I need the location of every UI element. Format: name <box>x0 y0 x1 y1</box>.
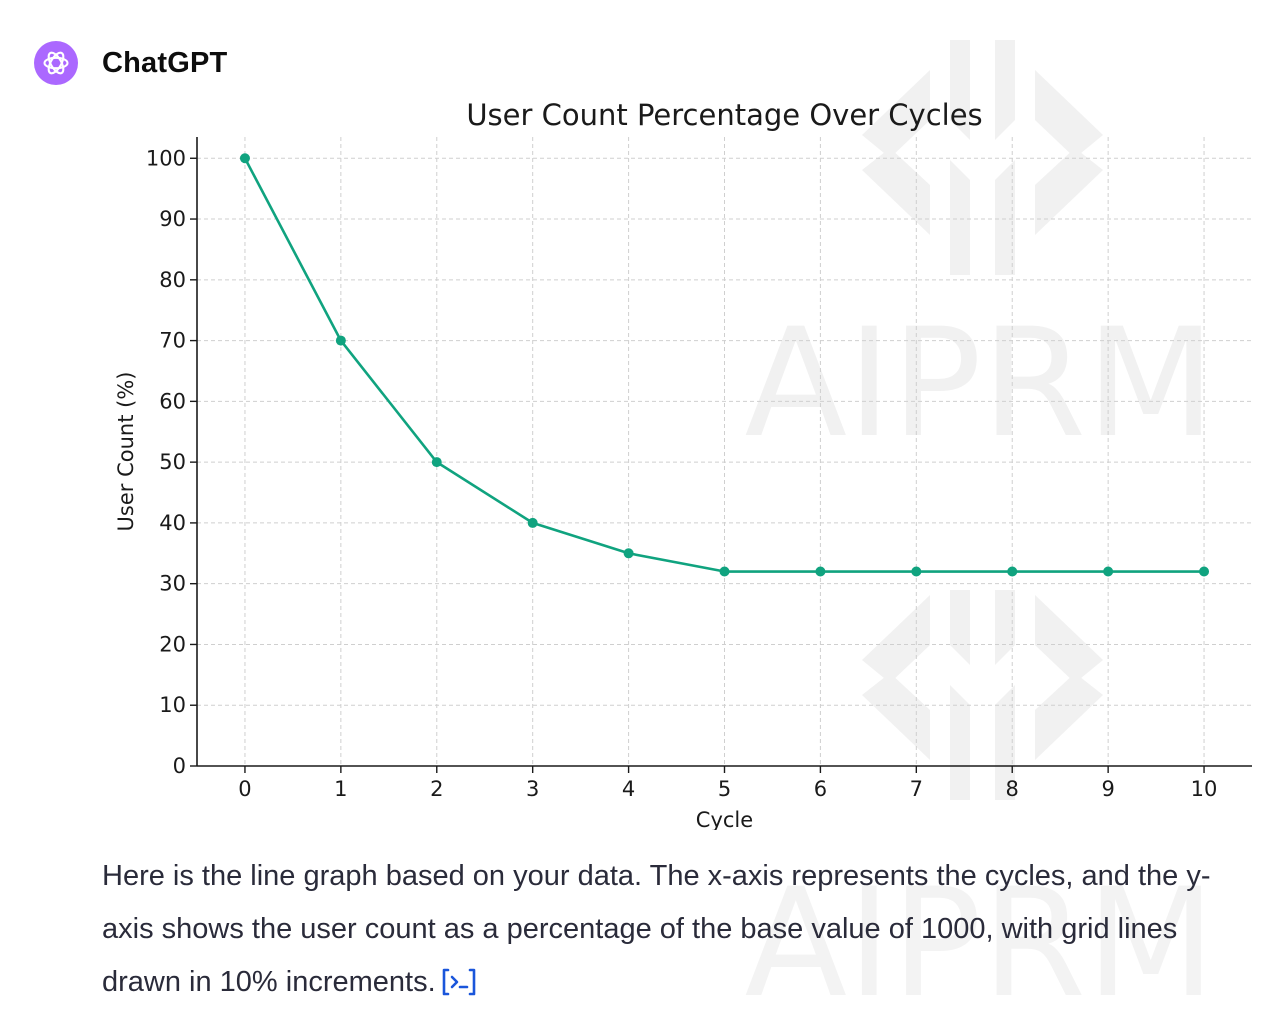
avatar <box>34 41 78 85</box>
sender-name: ChatGPT <box>102 46 228 79</box>
x-tick-label: 10 <box>1191 777 1218 801</box>
y-tick-label: 70 <box>159 329 186 353</box>
chart-title: User Count Percentage Over Cycles <box>466 98 982 132</box>
data-point <box>623 548 634 559</box>
chart-svg: User Count Percentage Over Cycles 0 1 2 3 4 5… <box>114 98 1252 830</box>
line-chart: User Count Percentage Over Cycles 0 1 2 3 4 5… <box>0 90 1280 830</box>
chart-grid <box>197 137 1252 767</box>
y-tick-label: 10 <box>159 693 186 717</box>
data-point <box>527 517 538 528</box>
x-tick-label: 0 <box>238 777 251 801</box>
data-point <box>335 335 346 346</box>
data-point <box>239 153 250 164</box>
message-text: Here is the line graph based on your dat… <box>102 860 1211 998</box>
y-tick-label: 90 <box>159 207 186 231</box>
x-tick-label: 3 <box>526 777 539 801</box>
x-tick-label: 1 <box>334 777 347 801</box>
code-interpreter-icon <box>442 968 475 996</box>
y-tick-label: 20 <box>159 632 186 656</box>
data-point <box>1007 566 1018 577</box>
chart-series <box>239 153 1210 577</box>
data-point <box>815 566 826 577</box>
x-tick-label: 2 <box>430 777 443 801</box>
openai-logo-icon <box>43 51 69 75</box>
x-tick-label: 9 <box>1101 777 1114 801</box>
data-point <box>1103 566 1114 577</box>
y-tick-label: 50 <box>159 450 186 474</box>
y-axis-label: User Count (%) <box>114 372 138 532</box>
assistant-message: Here is the line graph based on your dat… <box>102 850 1252 1009</box>
x-tick-label: 8 <box>1006 777 1019 801</box>
data-point <box>1199 566 1210 577</box>
data-point <box>719 566 730 577</box>
x-tick-label: 4 <box>622 777 635 801</box>
y-tick-label: 100 <box>146 146 186 170</box>
x-tick-label: 5 <box>718 777 731 801</box>
x-tick-label: 6 <box>814 777 827 801</box>
y-tick-label: 60 <box>159 389 186 413</box>
data-point <box>431 457 442 468</box>
y-tick-label: 40 <box>159 511 186 535</box>
y-tick-label: 80 <box>159 268 186 292</box>
code-interpreter-link[interactable] <box>442 968 476 996</box>
message-header: ChatGPT <box>34 40 227 86</box>
y-tick-label: 0 <box>173 754 186 778</box>
x-axis-label: Cycle <box>696 808 753 830</box>
y-tick-label: 30 <box>159 572 186 596</box>
data-point <box>911 566 922 577</box>
x-tick-label: 7 <box>910 777 923 801</box>
